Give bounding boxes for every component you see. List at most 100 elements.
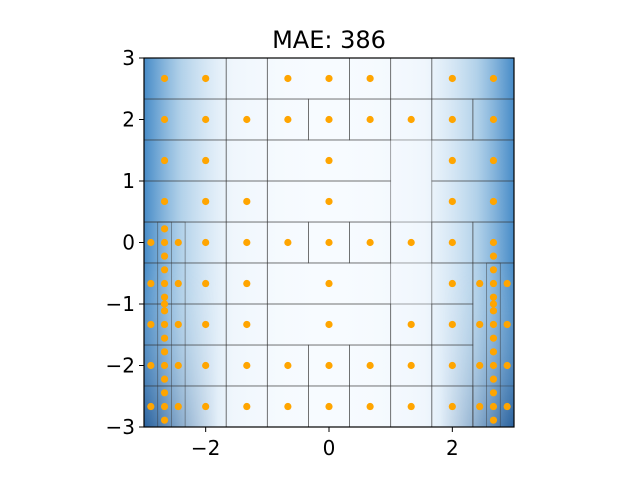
scatter-point [366, 361, 374, 370]
scatter-point [243, 361, 251, 370]
scatter-point [147, 238, 155, 247]
scatter-point [448, 197, 456, 206]
scatter-point [476, 402, 484, 411]
scatter-point [202, 156, 210, 165]
scatter-point [284, 402, 292, 411]
scatter-point [174, 320, 182, 329]
scatter-point [243, 238, 251, 247]
scatter-point [489, 416, 498, 424]
scatter-point [202, 361, 210, 370]
scatter-point [160, 266, 169, 274]
scatter-point [160, 293, 169, 301]
scatter-point [284, 361, 292, 370]
scatter-point [174, 238, 182, 247]
scatter-point [489, 361, 498, 370]
y-tick-label: 0 [122, 231, 135, 255]
scatter-point [407, 320, 415, 329]
scatter-point [243, 320, 251, 329]
scatter-point [160, 416, 169, 424]
scatter-point [202, 320, 210, 329]
scatter-point [243, 402, 251, 411]
scatter-point [503, 402, 511, 411]
x-axis: −2 0 2 [191, 427, 459, 460]
scatter-point [489, 238, 498, 247]
scatter-point [489, 74, 498, 83]
scatter-point [489, 348, 498, 356]
scatter-point [160, 361, 169, 370]
scatter-point [160, 375, 169, 383]
scatter-point [160, 300, 169, 308]
y-axis: −3 −2 −1 0 1 2 3 [106, 46, 144, 439]
y-tick-label: −1 [106, 292, 135, 316]
scatter-point [202, 402, 210, 411]
scatter-point [489, 156, 498, 165]
scatter-point [160, 389, 169, 397]
scatter-point [325, 74, 333, 83]
scatter-point [489, 197, 498, 206]
scatter-point [448, 115, 456, 124]
scatter-point [407, 402, 415, 411]
scatter-point [489, 402, 498, 411]
scatter-point [160, 348, 169, 356]
scatter-point [160, 225, 169, 233]
scatter-point [489, 334, 498, 342]
scatter-point [325, 115, 333, 124]
scatter-point [160, 115, 169, 124]
scatter-point [202, 115, 210, 124]
scatter-point [284, 74, 292, 83]
scatter-point [366, 74, 374, 83]
scatter-point [174, 361, 182, 370]
scatter-point [489, 279, 498, 288]
scatter-point [366, 238, 374, 247]
scatter-point [489, 389, 498, 397]
scatter-point [325, 279, 333, 288]
scatter-point [407, 361, 415, 370]
scatter-point [202, 279, 210, 288]
scatter-point [147, 402, 155, 411]
scatter-point [174, 402, 182, 411]
scatter-point [503, 361, 511, 370]
scatter-point [489, 307, 498, 315]
scatter-point [448, 238, 456, 247]
scatter-point [489, 300, 498, 308]
scatter-point [160, 252, 169, 260]
scatter-point [448, 156, 456, 165]
scatter-point [160, 334, 169, 342]
scatter-point [160, 238, 169, 247]
scatter-point [503, 279, 511, 288]
scatter-point [202, 197, 210, 206]
scatter-point [489, 266, 498, 274]
chart-title: MAE: 386 [272, 26, 386, 54]
scatter-point [147, 320, 155, 329]
scatter-point [202, 238, 210, 247]
y-tick-label: −2 [106, 354, 135, 378]
scatter-point [407, 238, 415, 247]
scatter-point [284, 238, 292, 247]
scatter-point [202, 74, 210, 83]
scatter-point [476, 279, 484, 288]
scatter-point [476, 361, 484, 370]
scatter-point [174, 279, 182, 288]
scatter-point [325, 320, 333, 329]
scatter-point [366, 402, 374, 411]
scatter-point [160, 320, 169, 329]
x-tick-label: 2 [446, 436, 459, 460]
scatter-point [160, 279, 169, 288]
scatter-point [448, 361, 456, 370]
scatter-point [489, 320, 498, 329]
scatter-point [160, 74, 169, 83]
scatter-point [325, 361, 333, 370]
scatter-point [366, 115, 374, 124]
scatter-point [284, 115, 292, 124]
scatter-point [160, 307, 169, 315]
scatter-point [243, 197, 251, 206]
scatter-point [476, 320, 484, 329]
y-tick-label: 1 [122, 169, 135, 193]
scatter-point [325, 156, 333, 165]
y-tick-label: 2 [122, 108, 135, 132]
scatter-point [489, 252, 498, 260]
partition-cell [486, 262, 501, 427]
x-tick-label: 0 [323, 436, 336, 460]
scatter-point [243, 115, 251, 124]
